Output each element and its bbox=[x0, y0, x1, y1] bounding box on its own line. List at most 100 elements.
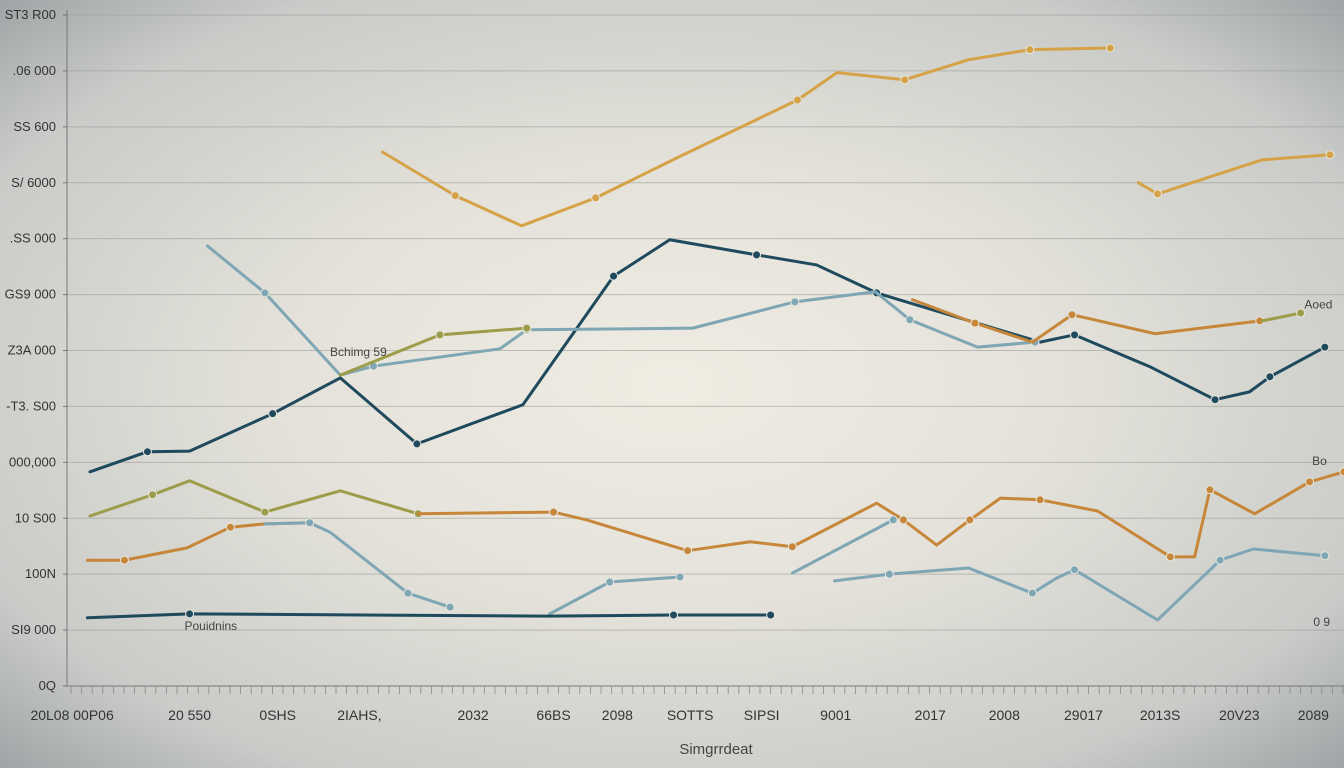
data-point bbox=[752, 250, 762, 260]
data-point bbox=[1027, 588, 1037, 598]
data-point bbox=[669, 610, 679, 620]
x-tick-label: 20V23 bbox=[1219, 707, 1260, 723]
x-tick-label: 2098 bbox=[602, 707, 633, 723]
x-tick-label: 2032 bbox=[458, 707, 489, 723]
data-point bbox=[970, 318, 980, 328]
data-point bbox=[905, 315, 915, 325]
series-line bbox=[548, 575, 682, 616]
data-point bbox=[683, 546, 693, 556]
x-tick-label: 9001 bbox=[820, 707, 851, 723]
data-point bbox=[1215, 555, 1225, 565]
data-point bbox=[142, 447, 152, 457]
y-tick-label: -T3. S00 bbox=[6, 398, 56, 413]
annotation-label: Pouidnins bbox=[184, 619, 237, 633]
x-tick-label: 2017 bbox=[915, 707, 946, 723]
series-gold-upper bbox=[380, 43, 1115, 228]
series-orange-bottom bbox=[85, 518, 315, 565]
series-lightblue-lower-3 bbox=[790, 515, 898, 575]
x-tick-label: 2008 bbox=[989, 707, 1020, 723]
series-line bbox=[790, 518, 895, 575]
x-tick-label: 0SHS bbox=[259, 707, 296, 723]
x-tick-label: 66BS bbox=[536, 707, 570, 723]
series-orange-lower bbox=[416, 467, 1344, 562]
annotations: Bchimg 59 Pouidnins Aoed 0 9 Bo bbox=[184, 298, 1332, 634]
data-point bbox=[412, 439, 422, 449]
data-point bbox=[268, 409, 278, 419]
grid bbox=[63, 14, 1344, 687]
y-tick-label: 100N bbox=[25, 566, 56, 581]
y-tick-labels: 0Q SI9 000 100N 10 S00 000,000 -T3. S00 Z3A 00… bbox=[5, 7, 56, 693]
data-point bbox=[522, 323, 532, 333]
series-line bbox=[380, 46, 1112, 228]
series-line bbox=[85, 612, 773, 620]
series-line bbox=[85, 521, 312, 562]
data-point bbox=[1339, 467, 1344, 477]
data-point bbox=[884, 569, 894, 579]
data-point bbox=[888, 515, 898, 525]
x-minor-ticks bbox=[70, 686, 1344, 694]
data-point bbox=[965, 515, 975, 525]
data-point bbox=[403, 588, 413, 598]
data-point bbox=[790, 297, 800, 307]
data-point bbox=[675, 572, 685, 582]
data-point bbox=[1305, 477, 1315, 487]
series-line bbox=[832, 547, 1327, 622]
data-point bbox=[225, 522, 235, 532]
data-point bbox=[1325, 150, 1335, 160]
series-line bbox=[1136, 153, 1332, 196]
data-point bbox=[609, 271, 619, 281]
data-point bbox=[445, 602, 455, 612]
x-tick-label: 2013S bbox=[1140, 707, 1180, 723]
series-gold-upper-right bbox=[1136, 150, 1335, 199]
data-point bbox=[1165, 552, 1175, 562]
series-lightblue-lower-2 bbox=[548, 572, 685, 616]
annotation-label: Aoed bbox=[1304, 298, 1332, 312]
annotation-label: Bchimg 59 bbox=[330, 345, 387, 359]
y-tick-label: 000,000 bbox=[9, 454, 56, 469]
x-tick-label: SOTTS bbox=[667, 707, 714, 723]
series-navy-main bbox=[88, 238, 1330, 474]
data-point bbox=[119, 555, 129, 565]
series-line bbox=[88, 238, 1327, 474]
data-point bbox=[1320, 342, 1330, 352]
data-point bbox=[792, 95, 802, 105]
series-line bbox=[205, 244, 1037, 377]
data-point bbox=[305, 518, 315, 528]
y-tick-label: .SS 000 bbox=[10, 231, 56, 246]
y-tick-label: S/ 6000 bbox=[11, 175, 56, 190]
series-line bbox=[263, 521, 452, 609]
y-tick-label: ST3 R00 bbox=[5, 7, 56, 22]
data-point bbox=[148, 490, 158, 500]
data-point bbox=[260, 507, 270, 517]
series-line bbox=[1260, 311, 1303, 323]
x-tick-label: 20 550 bbox=[168, 707, 211, 723]
series-lightblue-lower bbox=[263, 518, 455, 612]
data-point bbox=[605, 577, 615, 587]
data-point bbox=[1265, 372, 1275, 382]
data-point bbox=[1210, 395, 1220, 405]
data-point bbox=[1035, 495, 1045, 505]
x-tick-label: 2089 bbox=[1298, 707, 1329, 723]
data-point bbox=[900, 75, 910, 85]
data-point bbox=[898, 515, 908, 525]
series-lightblue-lower-4 bbox=[832, 547, 1330, 622]
data-point bbox=[185, 609, 195, 619]
data-point bbox=[1296, 308, 1306, 318]
data-point bbox=[1153, 189, 1163, 199]
y-tick-label: .06 000 bbox=[13, 63, 56, 78]
y-tick-label: GS9 000 bbox=[5, 287, 56, 302]
series-olive-mid-tail bbox=[1260, 308, 1306, 323]
data-point bbox=[1105, 43, 1115, 53]
series-line bbox=[88, 479, 420, 518]
data-point bbox=[1070, 330, 1080, 340]
series-navy-bottom bbox=[85, 609, 776, 620]
data-point bbox=[1070, 565, 1080, 575]
data-point bbox=[549, 507, 559, 517]
x-tick-label: SIPSI bbox=[744, 707, 780, 723]
data-point bbox=[450, 191, 460, 201]
y-tick-label: 10 S00 bbox=[15, 510, 56, 525]
series-line bbox=[910, 298, 1262, 344]
y-tick-label: SS 600 bbox=[13, 119, 56, 134]
x-axis-title: Simgrrdeat bbox=[679, 741, 753, 758]
series-olive-upper bbox=[338, 323, 532, 377]
